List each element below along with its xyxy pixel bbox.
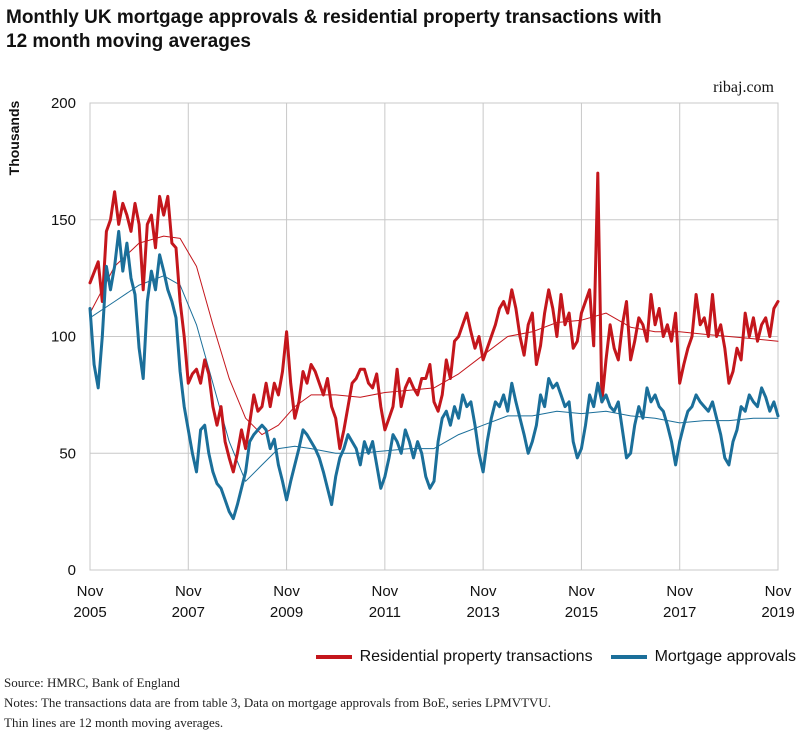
- y-tick-label: 0: [68, 562, 76, 579]
- x-tick-label-year: 2009: [270, 604, 303, 621]
- x-tick-label-year: 2011: [369, 604, 401, 621]
- legend-label-approvals: Mortgage approvals: [654, 648, 796, 665]
- x-tick-label-month: Nov: [568, 583, 595, 600]
- x-tick-label-year: 2013: [466, 604, 499, 621]
- legend-label-transactions: Residential property transactions: [359, 648, 593, 665]
- x-ticks: Nov 2005 Nov 2007 Nov 2009 Nov 2011 Nov 2013 Nov 20…: [73, 583, 794, 621]
- line-chart: 0 50 100 150 200 Nov 2005 Nov 2007 Nov 2009 Nov 201…: [51, 95, 795, 621]
- legend-item-approvals: Mortgage approvals: [610, 648, 796, 666]
- x-tick-label-month: Nov: [765, 583, 792, 600]
- x-tick-label-month: Nov: [372, 583, 399, 600]
- notes-text: Notes: The transactions data are from ta…: [4, 695, 552, 710]
- series-line: [88, 171, 780, 474]
- moving-average-line: [89, 275, 779, 482]
- x-tick-label-year: 2019: [761, 604, 794, 621]
- x-tick-label-year: 2015: [565, 604, 598, 621]
- legend-swatch-approvals: [610, 655, 647, 659]
- y-tick-label: 200: [51, 95, 76, 112]
- chart-title: Monthly UK mortgage approvals & resident…: [6, 7, 662, 52]
- x-tick-label-month: Nov: [273, 583, 300, 600]
- y-tick-label: 50: [59, 445, 76, 462]
- moving-average-line: [89, 235, 779, 436]
- x-tick-label-month: Nov: [666, 583, 693, 600]
- x-tick-label-year: 2007: [172, 604, 205, 621]
- site-name: ribaj.com: [713, 79, 774, 96]
- x-tick-label-year: 2005: [73, 604, 106, 621]
- x-tick-label-month: Nov: [77, 583, 104, 600]
- source-text: Source: HMRC, Bank of England: [4, 675, 180, 690]
- legend-item-transactions: Residential property transactions: [315, 648, 593, 666]
- x-tick-label-year: 2017: [663, 604, 696, 621]
- legend-swatch-transactions: [315, 655, 352, 659]
- grid: [89, 102, 779, 571]
- series-lines: [88, 171, 780, 521]
- notes-text-2: Thin lines are 12 month moving averages.: [4, 715, 224, 730]
- y-tick-label: 100: [51, 329, 76, 346]
- y-tick-label: 150: [51, 212, 76, 229]
- series-line: [88, 229, 780, 521]
- x-tick-label-month: Nov: [470, 583, 497, 600]
- y-ticks: 0 50 100 150 200: [51, 95, 76, 579]
- x-tick-label-month: Nov: [175, 583, 202, 600]
- legend: Residential property transactions Mortga…: [315, 648, 796, 666]
- notes: Source: HMRC, Bank of England Notes: The…: [4, 673, 551, 733]
